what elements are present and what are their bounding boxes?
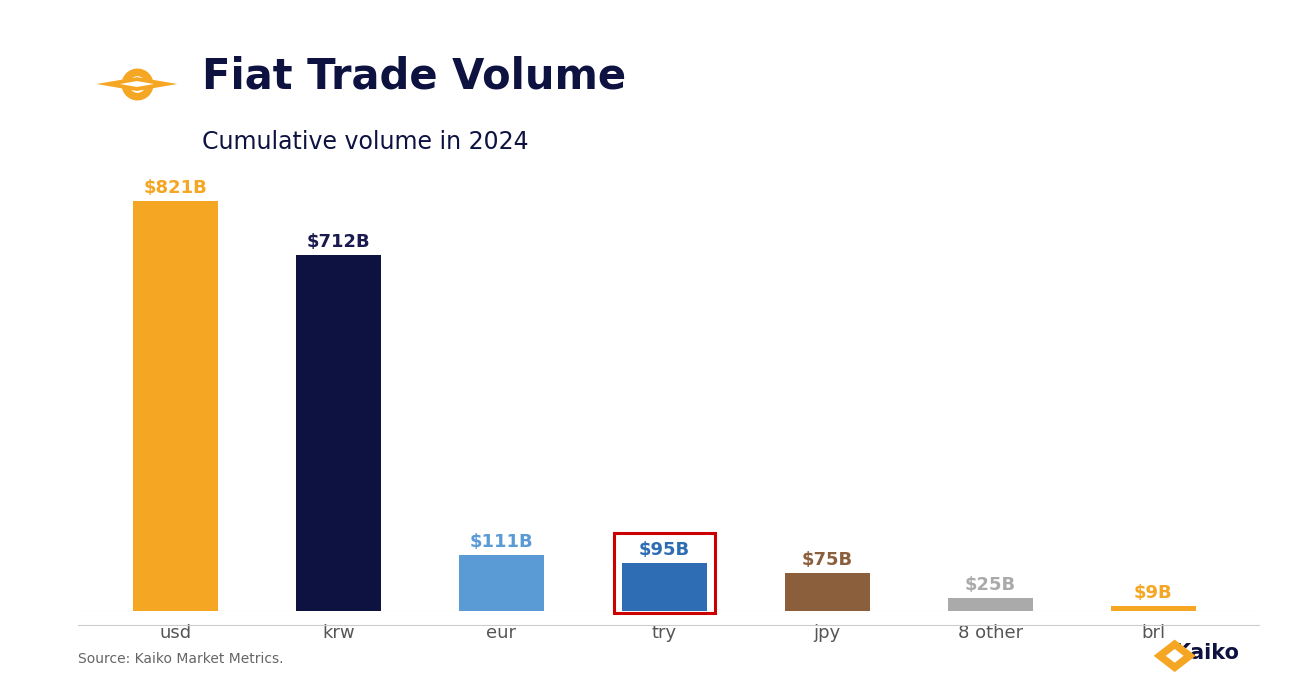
Text: $75B: $75B	[802, 551, 853, 569]
Text: Fiat Trade Volume: Fiat Trade Volume	[202, 56, 626, 98]
Text: $9B: $9B	[1134, 584, 1172, 602]
Text: $95B: $95B	[639, 541, 691, 559]
Bar	[948, 598, 1033, 611]
Polygon shape	[96, 77, 178, 91]
Text: $712B: $712B	[306, 233, 370, 251]
Text: Cumulative volume in 2024: Cumulative volume in 2024	[202, 130, 528, 154]
Polygon shape	[119, 81, 154, 87]
Text: $25B: $25B	[964, 576, 1016, 594]
Text: Kaiko: Kaiko	[1175, 643, 1240, 663]
Bar	[622, 564, 706, 611]
Bar	[1111, 607, 1195, 611]
Bar	[296, 255, 380, 611]
Bar	[134, 201, 218, 611]
Bar	[459, 555, 544, 611]
Bar	[614, 533, 715, 613]
Text: $111B: $111B	[470, 533, 533, 551]
Text: $821B: $821B	[144, 179, 208, 196]
Bar	[785, 573, 870, 611]
Text: Source: Kaiko Market Metrics.: Source: Kaiko Market Metrics.	[78, 652, 283, 666]
